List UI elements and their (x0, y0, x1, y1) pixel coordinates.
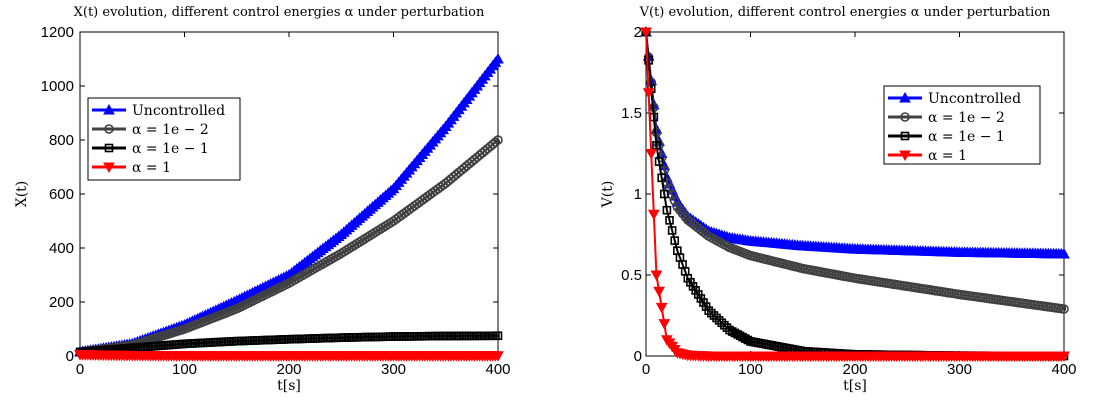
legend-label: α = 1e − 2 (928, 110, 1005, 126)
legend-marker (104, 143, 114, 153)
data-point (492, 351, 504, 362)
legend: Uncontrolled α = 1e − 2 α = 1e − 1 α = 1 (883, 85, 1041, 165)
x-tick-label: 300 (947, 361, 972, 378)
data-point (1059, 304, 1069, 314)
x-tick-label: 300 (381, 361, 406, 378)
legend-marker (103, 103, 115, 115)
data-point (640, 27, 652, 39)
chart-1: X(t) evolution, different control energi… (14, 5, 511, 394)
legend-marker (899, 150, 911, 162)
legend-label: α = 1 (928, 148, 967, 164)
data-point (652, 141, 661, 150)
data-point (654, 157, 664, 166)
y-axis-label: V(t) (600, 181, 616, 209)
data-point (709, 311, 719, 320)
x-tick-label: 0 (642, 361, 650, 378)
data-point (490, 137, 501, 147)
y-tick-label: 200 (49, 294, 74, 311)
data-point (717, 318, 727, 328)
x-tick-label: 100 (738, 361, 763, 378)
data-point (650, 270, 663, 282)
series-3 (75, 331, 503, 357)
data-point (644, 56, 653, 65)
y-tick-label: 1200 (41, 24, 74, 41)
legend-marker (900, 112, 910, 122)
y-tick-label: 1 (634, 186, 642, 203)
data-point (493, 135, 503, 145)
y-tick-label: 0 (634, 348, 642, 365)
data-point (659, 189, 669, 199)
data-point (743, 335, 753, 345)
x-tick-label: 100 (172, 361, 197, 378)
data-point (704, 306, 714, 315)
data-point (1058, 351, 1070, 362)
chart-title: X(t) evolution, different control energi… (74, 5, 485, 20)
data-point (667, 226, 677, 235)
x-tick-label: 400 (1051, 361, 1076, 378)
data-point (707, 308, 716, 318)
data-point (712, 313, 721, 323)
legend-marker (900, 131, 910, 141)
data-point (665, 216, 674, 225)
series-4 (74, 350, 504, 362)
data-point (658, 319, 671, 330)
data-point (647, 209, 660, 221)
data-point (657, 173, 666, 183)
y-axis-label: X(t) (14, 181, 30, 208)
data-point (720, 320, 729, 330)
data-point (669, 196, 680, 206)
y-tick-label: 600 (49, 186, 74, 203)
y-tick-label: 0 (66, 348, 74, 365)
x-axis-label: t[s] (843, 378, 867, 394)
y-tick-label: 1.5 (621, 105, 642, 122)
legend-marker (899, 91, 911, 103)
chart-2: V(t) evolution, different control energi… (600, 5, 1077, 394)
data-point (664, 183, 675, 194)
data-point (493, 331, 503, 341)
x-tick-label: 200 (842, 361, 867, 378)
legend-label: α = 1e − 1 (928, 129, 1005, 145)
legend-label: α = 1e − 1 (132, 141, 209, 157)
legend-marker (104, 124, 114, 134)
y-tick-label: 1000 (41, 78, 74, 95)
data-point (492, 52, 504, 64)
series-3 (641, 27, 1069, 361)
x-axis-label: t[s] (277, 378, 301, 394)
legend-label: Uncontrolled (928, 91, 1021, 107)
data-point (662, 205, 672, 215)
y-tick-label: 0.5 (621, 267, 642, 284)
x-tick-label: 200 (276, 361, 301, 378)
data-point (642, 88, 655, 99)
legend-marker (103, 162, 115, 174)
data-point (653, 286, 665, 298)
legend-label: α = 1e − 2 (132, 122, 209, 138)
legend-label: Uncontrolled (132, 103, 225, 119)
data-point (1058, 247, 1070, 259)
data-point (655, 302, 668, 314)
data-point (714, 316, 724, 325)
data-point (645, 149, 658, 160)
series-line (645, 31, 1065, 311)
series-2 (641, 27, 1069, 314)
y-tick-label: 800 (49, 132, 74, 149)
chart-title: V(t) evolution, different control energi… (639, 5, 1051, 20)
legend-label: α = 1 (132, 160, 171, 176)
series-4 (640, 27, 1070, 362)
data-point (670, 236, 680, 245)
y-tick-label: 2 (634, 24, 642, 41)
legend: Uncontrolled α = 1e − 2 α = 1e − 1 α = 1 (87, 97, 241, 181)
y-tick-label: 400 (49, 240, 74, 257)
x-tick-label: 400 (485, 361, 510, 378)
x-tick-label: 0 (76, 361, 84, 378)
